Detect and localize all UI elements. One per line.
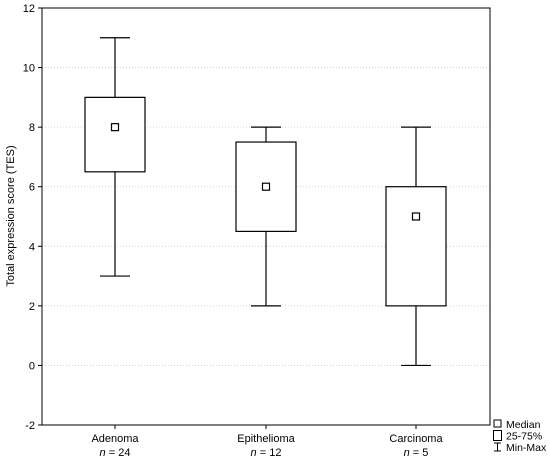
box-group-carcinoma: [385, 126, 447, 367]
legend-label: Min-Max: [506, 442, 547, 454]
legend-item-box: 25-75%: [493, 430, 542, 443]
sample-size-label: n = 5: [404, 447, 429, 459]
box-group-epithelioma: [235, 126, 297, 307]
y-tick-label: 10: [23, 63, 35, 75]
n-symbol: n: [100, 447, 109, 459]
n-value: = 5: [413, 447, 429, 459]
legend-item-median-square: Median: [493, 419, 541, 431]
legend-item-whisker: Min-Max: [494, 442, 547, 454]
x-category-label: Carcinoma: [389, 433, 443, 445]
y-tick-label: -2: [25, 420, 35, 432]
n-value: = 12: [260, 447, 282, 459]
legend-label: 25-75%: [506, 431, 542, 443]
median-square-icon: [493, 419, 502, 428]
n-value: = 24: [109, 447, 131, 459]
y-axis-ticks: -2 0 2 4 6 8 10 12: [23, 3, 42, 432]
y-axis-title: Total expression score (TES): [5, 145, 17, 286]
x-axis-labels: Adenoma n = 24 Epithelioma n = 12 Carcinoma n…: [91, 425, 443, 459]
sample-size-label: n = 12: [251, 447, 282, 459]
median-marker: [110, 123, 120, 132]
iqr-box: [84, 96, 146, 173]
median-marker: [411, 212, 421, 221]
n-symbol: n: [404, 447, 413, 459]
x-category-label: Epithelioma: [237, 433, 295, 445]
median-marker: [261, 182, 271, 191]
y-tick-label: 0: [29, 360, 35, 372]
sample-size-label: n = 24: [100, 447, 131, 459]
box-group-adenoma: [84, 37, 146, 277]
box-icon: [493, 430, 502, 441]
n-symbol: n: [251, 447, 260, 459]
y-tick-label: 6: [29, 182, 35, 194]
legend-label: Median: [506, 419, 541, 431]
y-tick-label: 2: [29, 301, 35, 313]
box-layer: [84, 37, 447, 367]
y-tick-label: 8: [29, 122, 35, 134]
y-tick-label: 12: [23, 3, 35, 15]
y-tick-label: 4: [29, 241, 35, 253]
x-category-label: Adenoma: [91, 433, 139, 445]
iqr-box: [385, 186, 447, 307]
